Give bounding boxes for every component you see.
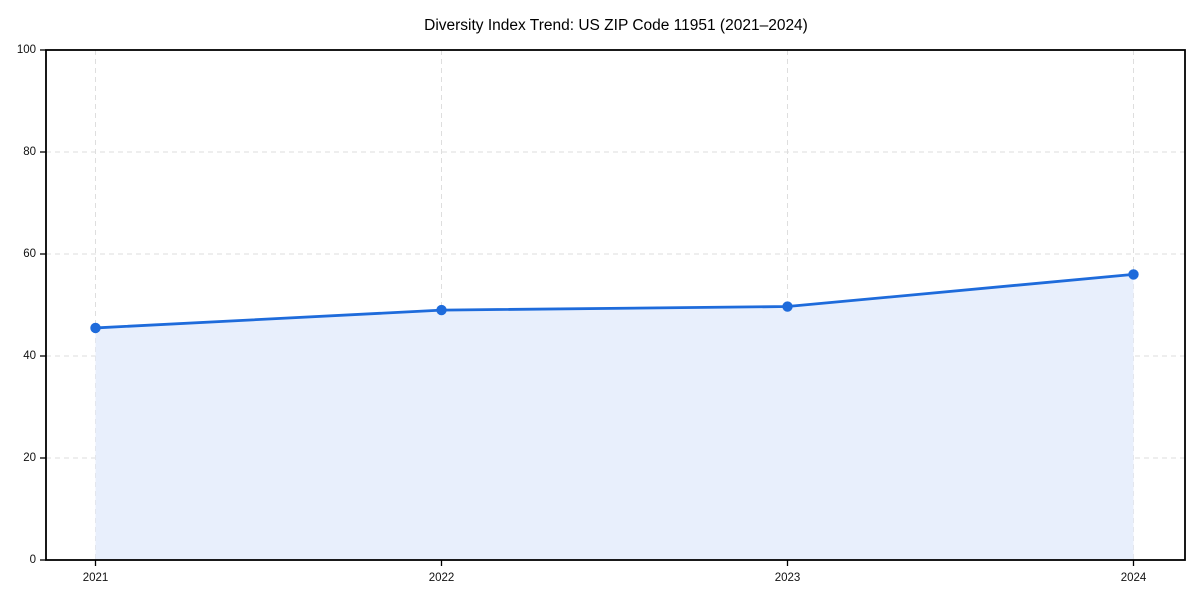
data-point [1128, 269, 1139, 280]
x-tick-label: 2024 [1121, 572, 1147, 584]
plot-root: 0 20 40 60 80 100 2021 2022 2023 2024 [17, 44, 1186, 584]
axes-frame [45, 49, 1186, 561]
y-tick-label: 100 [17, 44, 36, 56]
y-tick-label: 0 [30, 554, 36, 566]
chart-title: Diversity Index Trend: US ZIP Code 11951… [424, 17, 808, 34]
y-tick-label: 80 [23, 146, 36, 158]
x-tick-label: 2022 [429, 572, 455, 584]
x-tick-label: 2021 [83, 572, 109, 584]
y-tick-label: 40 [23, 350, 36, 362]
trend-line [94, 272, 1135, 330]
y-tick-label: 20 [23, 452, 36, 464]
x-tick-label: 2023 [775, 572, 801, 584]
data-point [782, 301, 793, 312]
data-point [436, 304, 447, 316]
data-point [90, 322, 101, 334]
area-fill [95, 274, 1134, 560]
y-tick-label: 60 [23, 248, 36, 260]
